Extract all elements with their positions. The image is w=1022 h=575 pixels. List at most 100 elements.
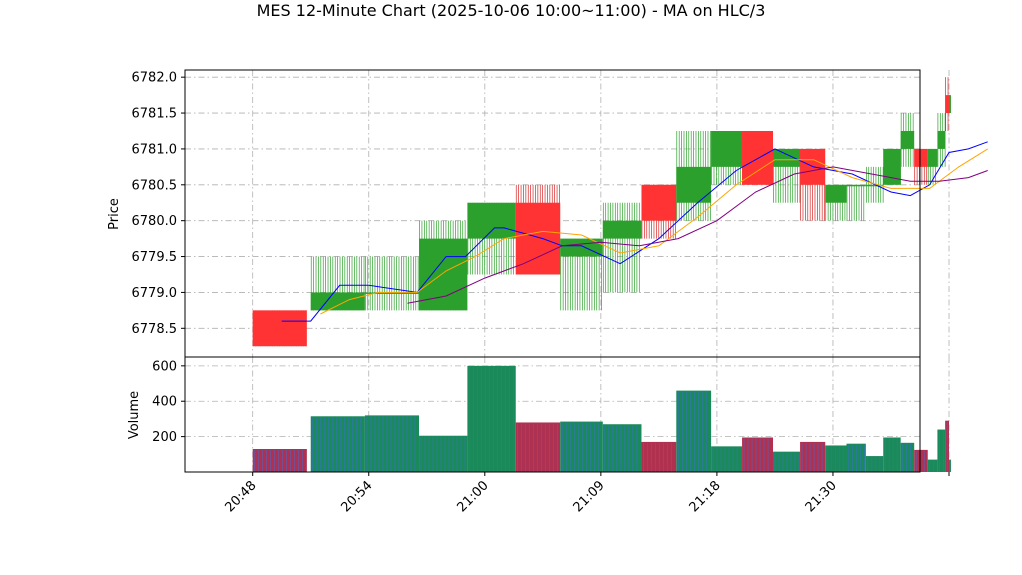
candle-body — [419, 238, 468, 311]
volume-bar — [865, 456, 884, 472]
candle-body — [641, 184, 677, 221]
volume-bar — [927, 459, 938, 472]
volume-bar — [676, 390, 712, 472]
candle — [883, 148, 901, 185]
volume-bar-fill — [773, 451, 801, 472]
volume-bar-fill — [560, 421, 603, 472]
volume-bar — [641, 441, 677, 472]
candle-body — [914, 148, 928, 167]
volume-bar — [711, 446, 743, 472]
volume-bar — [900, 442, 915, 472]
candle-body — [846, 184, 866, 187]
volume-bar-fill — [825, 445, 847, 472]
volume-bar-fill — [742, 437, 773, 472]
x-tick-label: 21:30 — [803, 478, 840, 515]
candle-body — [949, 95, 951, 114]
volume-bar-fill — [419, 435, 468, 472]
volume-bar — [310, 416, 365, 472]
volume-bar — [825, 445, 847, 472]
candle-body — [252, 310, 307, 347]
volume-bar-fill — [711, 446, 743, 472]
x-tick-label: 21:18 — [687, 478, 724, 515]
candle — [949, 95, 951, 114]
candle-body — [515, 202, 561, 275]
ma-line — [320, 148, 988, 315]
candle-body — [742, 130, 773, 185]
volume-bar-fill — [641, 441, 677, 472]
candle — [900, 113, 915, 167]
candle-body — [865, 184, 884, 187]
volume-bar — [800, 441, 826, 472]
price-candles — [252, 77, 951, 347]
candle-body — [937, 130, 946, 149]
price-tick-label: 6781.0 — [132, 142, 178, 157]
volume-bar-fill — [364, 415, 420, 472]
candle — [560, 238, 603, 311]
candle-body — [927, 148, 938, 167]
candle-body — [945, 95, 950, 114]
volume-bar — [773, 451, 801, 472]
volume-bar — [560, 421, 603, 472]
volume-bar — [515, 422, 561, 472]
candle-body — [676, 166, 712, 203]
candle-body — [825, 184, 847, 203]
volume-bar-fill — [937, 429, 946, 472]
x-tick-label: 21:00 — [455, 478, 492, 515]
x-tick-label: 20:48 — [222, 478, 259, 515]
volume-tick-label: 600 — [152, 359, 177, 374]
candle-body — [467, 202, 516, 239]
volume-tick-label: 400 — [152, 395, 177, 410]
price-tick-label: 6780.0 — [132, 214, 178, 229]
volume-bar-fill — [927, 459, 938, 472]
volume-bar-fill — [800, 441, 826, 472]
volume-bar — [419, 435, 468, 472]
volume-bar — [364, 415, 420, 472]
candle — [467, 202, 516, 275]
volume-bar — [949, 459, 951, 472]
volume-frame — [184, 356, 921, 473]
candle-body — [900, 130, 915, 149]
volume-bar — [602, 424, 642, 472]
candle — [641, 184, 677, 239]
price-tick-label: 6782.0 — [132, 71, 178, 86]
volume-bar-fill — [252, 449, 307, 472]
candle — [937, 113, 946, 167]
x-tick-label: 20:54 — [338, 478, 375, 515]
price-tick-label: 6779.5 — [132, 250, 178, 265]
candle — [252, 310, 307, 347]
price-panel: 6778.5 6779.0 6779.5 6780.0 6780.5 6781.0 6781… — [107, 69, 988, 358]
volume-axis-label: Volume — [127, 391, 142, 439]
volume-bar-fill — [949, 459, 951, 472]
candle — [419, 220, 468, 311]
volume-y-ticks: 200 400 600 — [152, 359, 185, 445]
price-tick-label: 6781.5 — [132, 107, 178, 122]
volume-bars — [252, 365, 951, 472]
volume-bar — [742, 437, 773, 472]
candle-body — [560, 238, 603, 257]
volume-bar-fill — [883, 437, 901, 472]
volume-bar — [945, 420, 950, 472]
x-tick-label: 21:09 — [571, 478, 608, 515]
volume-bar-fill — [846, 443, 866, 472]
price-axis-label: Price — [107, 198, 122, 230]
volume-bar-fill — [467, 365, 516, 472]
volume-bar — [252, 449, 307, 472]
candle-body — [310, 292, 365, 311]
volume-tick-label: 200 — [152, 430, 177, 445]
candle — [310, 256, 365, 311]
candle — [602, 202, 642, 293]
volume-bar — [914, 449, 928, 472]
candle — [742, 130, 773, 185]
candle — [945, 77, 950, 131]
price-y-ticks: 6778.5 6779.0 6779.5 6780.0 6780.5 6781.0 6781… — [132, 71, 185, 337]
volume-bar-fill — [310, 416, 365, 472]
volume-bar — [467, 365, 516, 472]
candle-body — [773, 148, 801, 167]
candle — [825, 184, 847, 221]
volume-bar-fill — [602, 424, 642, 472]
candle-body — [602, 220, 642, 239]
candle — [711, 130, 743, 185]
volume-bar-fill — [865, 456, 884, 472]
candle — [515, 184, 561, 275]
